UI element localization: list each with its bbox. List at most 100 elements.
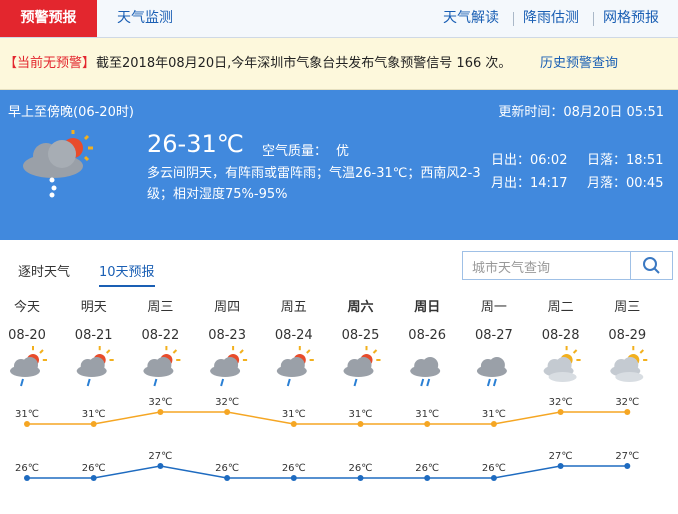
date: 08-25 [342, 328, 380, 343]
date: 08-23 [208, 328, 246, 343]
temp-label: 31℃ [282, 409, 306, 420]
weather-icon [543, 346, 581, 382]
temp-label: 26℃ [482, 463, 506, 474]
date: 08-24 [275, 328, 313, 343]
sun-ray [105, 349, 111, 354]
sun-ray [306, 349, 311, 354]
tab[interactable]: 10天预报 [99, 261, 155, 287]
temp-label: 31℃ [349, 409, 373, 420]
cloud [622, 357, 639, 373]
tab[interactable]: 逐时天气 [18, 265, 71, 280]
rain [486, 378, 491, 387]
sun-ray [639, 349, 645, 354]
day-name: 周日 [414, 300, 440, 315]
temp-label: 26℃ [349, 463, 373, 474]
air-quality: 优 [336, 144, 350, 159]
temp-label: 26℃ [215, 463, 239, 474]
temp-point [557, 409, 564, 415]
day-name: 今天 [14, 299, 40, 315]
sunset: 日落：18:51 [587, 153, 664, 168]
sun-ray [39, 349, 44, 354]
temp-label: 26℃ [282, 463, 306, 474]
weather-icon [23, 130, 93, 198]
temp-label: 31℃ [415, 409, 439, 420]
search-button[interactable] [630, 252, 673, 279]
day-name: 周四 [214, 300, 240, 315]
temp-label: 26℃ [415, 463, 439, 474]
search-box[interactable]: 城市天气查询 [462, 251, 673, 280]
day-name: 周三 [614, 300, 640, 315]
separator [593, 12, 594, 26]
moonset: 月落：00:45 [587, 176, 664, 191]
weather-icon [610, 346, 648, 382]
weather-icon [210, 346, 248, 387]
weather-icon [476, 357, 507, 387]
temp-label: 32℃ [215, 397, 239, 408]
nav-tab[interactable]: 天气监测 [117, 10, 173, 26]
day-name: 周五 [281, 300, 307, 315]
day-name: 周二 [548, 300, 574, 315]
cloud [355, 357, 372, 373]
temp-label: 31℃ [15, 409, 39, 420]
weather-icon [143, 346, 181, 387]
date: 08-20 [8, 328, 46, 343]
alert-status: 【当前无预警】 [4, 56, 96, 71]
temp-point [624, 463, 631, 469]
temp-label: 27℃ [549, 451, 573, 462]
nav-link[interactable]: 天气解读 [443, 10, 499, 26]
temperature: 26-31℃ [147, 130, 244, 158]
sun-ray [572, 349, 578, 354]
weather-icon [76, 346, 114, 387]
temp-point [290, 475, 297, 481]
temp-label: 32℃ [615, 397, 639, 408]
rain [420, 378, 425, 387]
nav-link[interactable]: 网格预报 [603, 10, 659, 26]
day-name: 周三 [147, 300, 173, 315]
rain [426, 378, 431, 387]
temp-point [490, 475, 497, 481]
temp-line [27, 465, 628, 479]
cloud [22, 357, 38, 373]
temp-point [290, 421, 297, 427]
cloud [488, 357, 505, 373]
rain [220, 378, 225, 387]
alert-link[interactable]: 历史预警查询 [540, 56, 619, 71]
temp-point [157, 409, 164, 415]
today-panel: 早上至傍晚(06-20时) 更新时间：08月20日 05:51 26-31℃ 空… [0, 90, 678, 240]
rain [86, 378, 91, 387]
temp-point [90, 421, 97, 427]
weather-icon [343, 346, 381, 387]
temp-point [557, 463, 564, 469]
sun-ray [372, 349, 378, 354]
temp-label: 31℃ [82, 409, 106, 420]
date: 08-22 [142, 328, 180, 343]
weather-icon [410, 357, 441, 387]
nav-bar: 预警预报 天气监测 天气解读 降雨估测 网格预报 [0, 0, 678, 38]
temp-point [357, 421, 364, 427]
temp-line [27, 411, 628, 425]
rain [353, 378, 358, 387]
nav-tab[interactable]: 预警预报 [0, 0, 97, 37]
nav-link[interactable]: 降雨估测 [523, 10, 579, 26]
date: 08-26 [408, 328, 446, 343]
rain [286, 378, 291, 387]
cloud [222, 357, 239, 373]
cloud [155, 357, 172, 373]
separator [513, 12, 514, 26]
temp-label: 31℃ [482, 409, 506, 420]
date: 08-21 [75, 328, 113, 343]
weather-icon [10, 346, 47, 387]
alert-message: 截至2018年08月20日,今年深圳市气象台共发布气象预警信号 166 次。 [96, 56, 512, 71]
temp-point [224, 409, 231, 415]
forecast: 今天 08-20 明天 08-21 周三 08-22 周四 08-23 周五 08-24 周六 08-… [8, 299, 648, 481]
temp-point [424, 421, 431, 427]
temp-point [624, 409, 631, 415]
updated: 更新时间：08月20日 05:51 [498, 105, 664, 120]
description: 多云间阴天，有阵雨或雷阵雨；气温26-31℃；西南风2-3级；相对湿度75%-9… [147, 166, 481, 202]
weather-icon [276, 346, 314, 387]
rain [153, 378, 158, 387]
moonrise: 月出：14:17 [491, 176, 568, 191]
temp-label: 26℃ [15, 463, 39, 474]
cloud [615, 372, 644, 382]
